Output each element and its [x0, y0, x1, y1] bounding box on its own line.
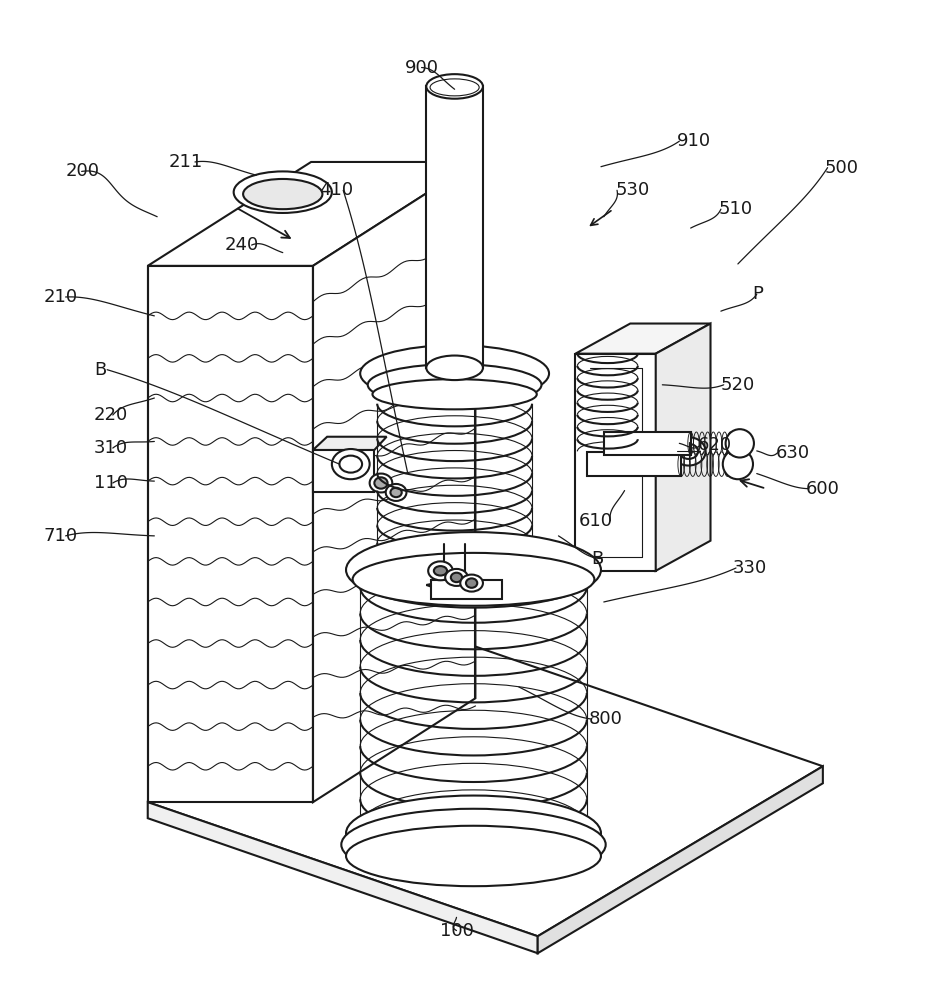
Polygon shape: [587, 452, 681, 476]
Text: B: B: [592, 550, 604, 568]
Text: 630: 630: [776, 444, 810, 462]
Ellipse shape: [360, 345, 549, 402]
Ellipse shape: [341, 809, 606, 881]
Polygon shape: [604, 432, 690, 455]
Polygon shape: [538, 766, 823, 953]
Ellipse shape: [426, 356, 483, 380]
Ellipse shape: [346, 826, 601, 886]
Text: 211: 211: [169, 153, 203, 171]
Text: 210: 210: [44, 288, 78, 306]
Ellipse shape: [445, 569, 468, 586]
Text: 610: 610: [580, 512, 614, 530]
Text: 500: 500: [825, 159, 859, 177]
Polygon shape: [148, 266, 313, 802]
Polygon shape: [148, 802, 538, 953]
Polygon shape: [431, 580, 502, 599]
Polygon shape: [655, 324, 710, 571]
Ellipse shape: [725, 429, 754, 458]
Text: 800: 800: [589, 710, 622, 728]
Ellipse shape: [390, 488, 402, 497]
Text: B: B: [94, 361, 106, 379]
Ellipse shape: [234, 171, 331, 213]
Ellipse shape: [428, 561, 453, 580]
Polygon shape: [313, 450, 374, 492]
Polygon shape: [576, 324, 710, 354]
Text: 310: 310: [94, 439, 128, 457]
Ellipse shape: [346, 796, 601, 871]
Ellipse shape: [426, 74, 483, 99]
Text: 620: 620: [698, 436, 732, 454]
Text: 900: 900: [404, 59, 438, 77]
Polygon shape: [313, 162, 475, 802]
Ellipse shape: [385, 484, 406, 501]
Ellipse shape: [369, 474, 392, 492]
Ellipse shape: [331, 449, 369, 479]
Ellipse shape: [346, 532, 601, 608]
Text: 520: 520: [721, 376, 755, 394]
Polygon shape: [148, 632, 823, 936]
Ellipse shape: [460, 575, 483, 592]
Text: 240: 240: [225, 236, 259, 254]
Text: 330: 330: [733, 559, 767, 577]
Text: 510: 510: [719, 200, 753, 218]
Ellipse shape: [434, 566, 447, 576]
Text: 910: 910: [676, 132, 710, 150]
Ellipse shape: [671, 437, 706, 466]
Ellipse shape: [466, 578, 477, 588]
Polygon shape: [576, 354, 655, 571]
Text: 410: 410: [319, 181, 353, 199]
Text: 600: 600: [806, 480, 840, 498]
Text: 110: 110: [94, 474, 128, 492]
Polygon shape: [148, 162, 475, 266]
Ellipse shape: [679, 444, 698, 459]
Text: 200: 200: [65, 162, 99, 180]
Polygon shape: [313, 437, 386, 450]
Ellipse shape: [367, 364, 542, 406]
Text: 530: 530: [616, 181, 650, 199]
Text: 220: 220: [94, 406, 128, 424]
Ellipse shape: [723, 449, 753, 479]
Text: P: P: [752, 285, 763, 303]
Ellipse shape: [339, 456, 362, 473]
Ellipse shape: [451, 573, 462, 582]
Ellipse shape: [374, 477, 387, 489]
Ellipse shape: [243, 179, 322, 209]
Ellipse shape: [372, 379, 537, 409]
Text: 710: 710: [44, 527, 78, 545]
Polygon shape: [426, 577, 492, 594]
Ellipse shape: [352, 553, 595, 606]
Polygon shape: [426, 86, 483, 368]
Text: 100: 100: [439, 922, 474, 940]
